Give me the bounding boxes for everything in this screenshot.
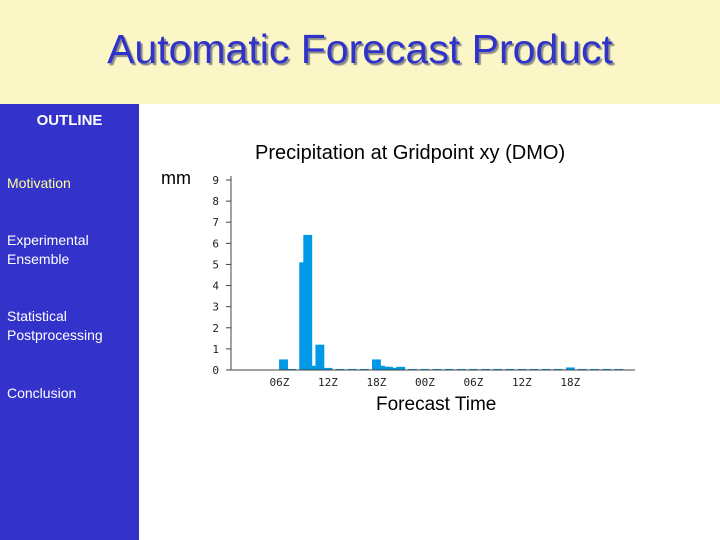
x-tick-label: 18Z <box>367 376 387 389</box>
precip-bar <box>456 368 466 370</box>
y-tick-label: 4 <box>212 280 219 293</box>
chart-axes: 0 1 2 3 4 5 6 7 8 9 06Z 12Z 18Z 00Z 06Z 12Z 18Z <box>212 174 635 389</box>
precip-bar <box>408 368 418 370</box>
y-tick-label: 5 <box>212 258 219 271</box>
slide-title: Automatic Forecast Product <box>107 26 613 72</box>
chart-title: Precipitation at Gridpoint xy (DMO) <box>255 142 566 164</box>
precip-bar <box>388 367 398 370</box>
precip-bar <box>335 368 345 370</box>
precip-bar <box>481 368 490 370</box>
bar-series <box>279 234 624 370</box>
precip-bar <box>517 368 527 370</box>
precip-bar <box>505 368 515 370</box>
precip-bar <box>590 368 600 370</box>
precip-bar <box>287 368 297 370</box>
precip-bar <box>541 368 551 370</box>
y-axis-label: mm <box>161 168 191 188</box>
y-tick-label: 8 <box>212 195 219 208</box>
precip-bar <box>371 359 381 370</box>
y-tick-label: 1 <box>212 343 219 356</box>
precip-bar <box>529 368 539 370</box>
x-tick-label: 06Z <box>270 376 290 389</box>
x-tick-label: 12Z <box>318 376 338 389</box>
precip-bar <box>565 367 575 370</box>
precip-bar <box>315 344 325 370</box>
x-tick-label: 18Z <box>560 376 580 389</box>
precip-bar <box>303 234 313 370</box>
precip-bar <box>420 368 430 370</box>
y-tick-label: 7 <box>212 216 219 229</box>
x-tick-label: 06Z <box>463 376 483 389</box>
precip-bar <box>359 368 369 370</box>
precip-bar <box>468 368 478 370</box>
outline-heading: OUTLINE <box>36 112 103 129</box>
sidebar-item-motivation[interactable]: Motivation <box>7 175 71 191</box>
precip-bar <box>432 368 442 370</box>
precip-bar <box>307 365 317 370</box>
y-tick-label: 9 <box>212 174 219 187</box>
precip-bar <box>396 366 406 370</box>
sidebar-item-conclusion[interactable]: Conclusion <box>7 385 77 401</box>
precip-bar <box>553 368 563 370</box>
precip-bar <box>602 368 612 370</box>
outline-sidebar: OUTLINE Motivation Experimental Ensemble… <box>0 104 139 540</box>
precip-bar <box>614 368 624 370</box>
sidebar-item-experimental-ensemble[interactable]: Experimental Ensemble <box>7 232 89 267</box>
precip-bar <box>493 368 503 370</box>
x-tick-label: 00Z <box>415 376 435 389</box>
precipitation-chart: 0 1 2 3 4 5 6 7 8 9 06Z 12Z 18Z 00Z 06Z 12Z 18Z <box>212 174 635 389</box>
precip-bar <box>578 368 587 370</box>
x-tick-label: 12Z <box>512 376 532 389</box>
precip-bar <box>444 368 454 370</box>
y-tick-label: 2 <box>212 322 219 335</box>
y-tick-label: 0 <box>212 364 219 377</box>
precip-bar <box>279 359 288 370</box>
title-bar: Automatic Forecast Product <box>0 0 720 104</box>
y-tick-label: 3 <box>212 301 219 314</box>
y-tick-label: 6 <box>212 237 219 250</box>
x-axis-label: Forecast Time <box>376 394 497 415</box>
precip-bar <box>347 368 357 370</box>
precip-bar <box>323 367 333 370</box>
sidebar-item-statistical-postprocessing[interactable]: Statistical Postprocessing <box>7 308 103 343</box>
